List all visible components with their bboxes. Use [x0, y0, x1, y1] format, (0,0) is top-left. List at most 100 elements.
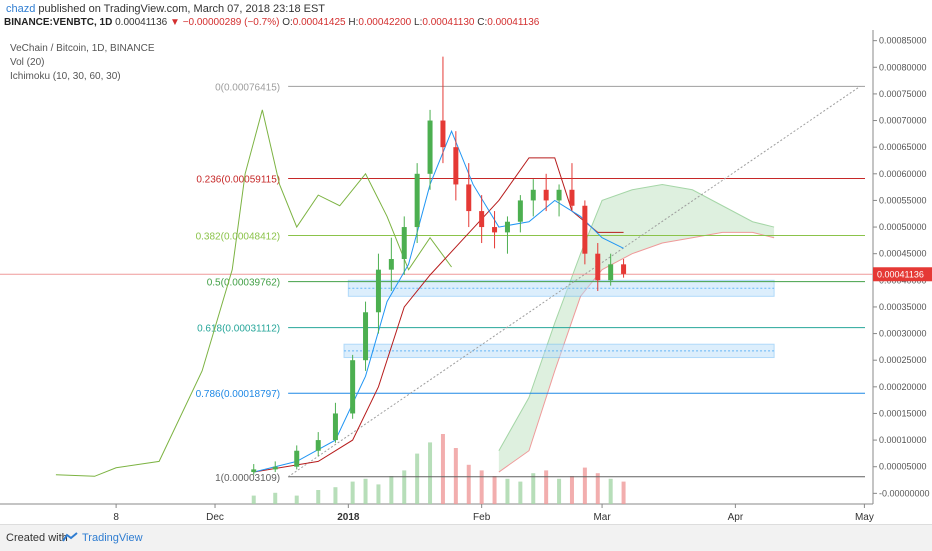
chart-legend: VeChain / Bitcoin, 1D, BINANCE Vol (20) … — [10, 42, 155, 84]
volume-bar — [569, 476, 574, 504]
y-tick-label: 0.00065000 — [879, 142, 927, 152]
high-label: H: — [348, 17, 359, 28]
x-tick-label: 8 — [113, 512, 119, 523]
low-value: 0.00041130 — [422, 17, 475, 28]
high-value: 0.00042200 — [358, 17, 412, 28]
candle-body — [530, 189, 536, 201]
volume-bar — [466, 464, 471, 504]
volume-bar — [479, 470, 484, 504]
volume-bar — [389, 476, 394, 504]
volume-bar — [316, 490, 321, 504]
fib-level-label: 0.382(0.00048412) — [196, 232, 281, 243]
volume-bar — [492, 476, 497, 504]
fib-level-label: 0.5(0.00039762) — [207, 278, 280, 289]
legend-title: VeChain / Bitcoin, 1D, BINANCE — [10, 43, 155, 54]
open-value: 0.00041425 — [292, 17, 346, 28]
fib-level-label: 0.618(0.00031112) — [197, 324, 280, 335]
current-price-tag — [873, 267, 932, 282]
symbol-label: BINANCE:VENBTC, 1D — [4, 17, 113, 28]
candle-body — [504, 221, 510, 233]
candle-body — [332, 413, 338, 441]
y-tick-label: 0.00045000 — [879, 249, 927, 259]
y-tick-label: 0.00055000 — [879, 195, 927, 205]
volume-bar — [251, 495, 256, 504]
volume-bar — [544, 470, 549, 504]
volume-bar — [363, 478, 368, 504]
candle-body — [414, 173, 420, 228]
change-arrow-icon: ▼ — [170, 17, 180, 28]
volume-bar — [453, 448, 458, 504]
candle-body — [350, 360, 356, 414]
tradingview-brand-link[interactable]: TradingView — [82, 532, 143, 544]
y-tick-label: 0.00075000 — [879, 89, 927, 99]
candle-body — [272, 466, 278, 470]
x-tick-label: 2018 — [337, 512, 360, 523]
candle-body — [517, 200, 523, 222]
candle-body — [595, 253, 601, 281]
volume-bar — [440, 434, 445, 504]
candle-body — [621, 264, 627, 274]
volume-bar — [582, 467, 587, 504]
volume-bar — [294, 495, 299, 504]
volume-bar — [621, 481, 626, 504]
fib-level-label: 1(0.00003109) — [215, 473, 280, 484]
ohlc-readout: BINANCE:VENBTC, 1D 0.00041136 ▼ −0.00000… — [4, 17, 539, 28]
y-tick-label: 0.00010000 — [879, 435, 927, 445]
candle-body — [569, 189, 575, 206]
candle-body — [401, 227, 407, 260]
chart-header: chazd published on TradingView.com, Marc… — [0, 0, 932, 30]
volume-bar — [595, 473, 600, 504]
fib-level-label: 0.236(0.00059115) — [196, 175, 280, 186]
fib-trend-line — [287, 85, 861, 478]
x-tick-label: Apr — [728, 512, 744, 523]
y-tick-label: 0.00085000 — [879, 36, 927, 46]
fib-level-label: 0.786(0.00018797) — [196, 389, 281, 400]
y-tick-label: 0.00005000 — [879, 462, 927, 472]
y-tick-label: 0.00050000 — [879, 222, 927, 232]
last-price: 0.00041136 — [115, 17, 168, 28]
current-price-label: 0.00041136 — [877, 269, 924, 279]
candle-body — [294, 450, 300, 467]
y-tick-label: 0.00025000 — [879, 355, 927, 365]
volume-bar — [350, 481, 355, 504]
volume-bar — [376, 484, 381, 504]
y-tick-label: 0.00015000 — [879, 408, 927, 418]
volume-bar — [505, 478, 510, 504]
x-tick-label: Dec — [206, 512, 224, 523]
close-label: C: — [477, 17, 488, 28]
y-tick-label: 0.00070000 — [879, 116, 927, 126]
volume-bar — [428, 442, 433, 504]
candle-body — [251, 469, 257, 473]
chikou-span-line — [55, 109, 452, 477]
tradingview-logo-icon — [62, 532, 78, 542]
ichimoku-cloud — [498, 184, 775, 473]
candle-body — [556, 189, 562, 201]
candle-body — [315, 440, 321, 451]
candle-body — [453, 147, 459, 185]
candle-body — [427, 120, 433, 174]
volume-bar — [557, 478, 562, 504]
candle-body — [388, 259, 394, 270]
low-label: L: — [414, 17, 423, 28]
candle-body — [543, 189, 549, 201]
x-tick-label: Feb — [473, 512, 491, 523]
y-tick-label: -0.00000000 — [879, 488, 930, 498]
volume-bar — [518, 481, 523, 504]
publish-text: published on TradingView.com, March 07, … — [38, 3, 326, 15]
chart-area[interactable]: 0.00085000 0.00080000 0.00075000 0.00070000… — [0, 30, 932, 530]
legend-volume[interactable]: Vol (20) — [10, 57, 45, 68]
candle-body — [608, 264, 614, 281]
legend-ichimoku[interactable]: Ichimoku (10, 30, 60, 30) — [10, 71, 121, 82]
y-tick-label: 0.00020000 — [879, 382, 927, 392]
volume-bar — [531, 473, 536, 504]
candle-body — [440, 120, 446, 148]
y-tick-label: 0.00035000 — [879, 302, 927, 312]
chart-svg[interactable]: 0.00085000 0.00080000 0.00075000 0.00070000… — [0, 30, 932, 524]
candle-body — [466, 184, 472, 212]
x-tick-label: Mar — [593, 512, 611, 523]
author-link[interactable]: chazd — [6, 3, 36, 15]
y-tick-label: 0.00080000 — [879, 62, 927, 72]
candle-body — [582, 205, 588, 254]
cloud-span-b — [498, 231, 775, 473]
created-with-text: Created with — [6, 532, 68, 544]
